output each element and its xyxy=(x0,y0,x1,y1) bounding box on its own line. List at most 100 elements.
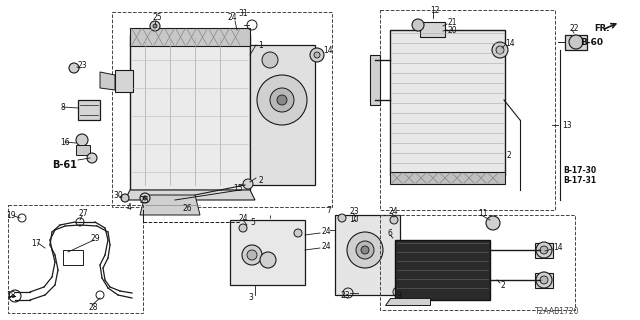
Text: 14: 14 xyxy=(323,45,333,54)
Text: B-61: B-61 xyxy=(52,160,77,170)
Text: FR.: FR. xyxy=(594,23,609,33)
Bar xyxy=(535,273,553,288)
Text: 2: 2 xyxy=(506,150,511,159)
Circle shape xyxy=(262,52,278,68)
Circle shape xyxy=(496,46,504,54)
Circle shape xyxy=(294,229,302,237)
Text: 24: 24 xyxy=(321,227,331,236)
Bar xyxy=(380,10,555,210)
Text: 23: 23 xyxy=(349,206,358,215)
Polygon shape xyxy=(140,195,200,215)
Bar xyxy=(112,12,332,207)
Circle shape xyxy=(536,272,552,288)
Text: 16: 16 xyxy=(60,138,70,147)
Text: 24: 24 xyxy=(321,242,331,251)
Text: 14: 14 xyxy=(505,38,515,47)
Bar xyxy=(370,55,380,105)
Text: 20: 20 xyxy=(447,26,456,35)
Text: 23: 23 xyxy=(340,291,349,300)
Text: B-17-31: B-17-31 xyxy=(563,175,596,185)
Polygon shape xyxy=(125,190,255,200)
Circle shape xyxy=(140,193,150,203)
Text: 30: 30 xyxy=(113,190,123,199)
Text: 24: 24 xyxy=(227,12,237,21)
Bar xyxy=(130,28,250,46)
Circle shape xyxy=(76,134,88,146)
Circle shape xyxy=(314,52,320,58)
Circle shape xyxy=(87,153,97,163)
Text: 14: 14 xyxy=(553,243,563,252)
Text: 22: 22 xyxy=(569,23,579,33)
Text: 13: 13 xyxy=(562,121,572,130)
Text: 24: 24 xyxy=(238,213,248,222)
Bar xyxy=(250,45,315,185)
Circle shape xyxy=(486,216,500,230)
Circle shape xyxy=(242,245,262,265)
Text: 26: 26 xyxy=(182,204,191,212)
Bar xyxy=(8,205,143,313)
Text: 6: 6 xyxy=(387,228,392,237)
Circle shape xyxy=(69,63,79,73)
Circle shape xyxy=(540,246,548,254)
Circle shape xyxy=(257,75,307,125)
Text: 2: 2 xyxy=(258,175,263,185)
Text: 11: 11 xyxy=(478,209,488,218)
Circle shape xyxy=(150,21,160,31)
Text: 21: 21 xyxy=(447,18,456,27)
Bar xyxy=(565,35,587,50)
Circle shape xyxy=(277,95,287,105)
Circle shape xyxy=(536,242,552,258)
Text: 8: 8 xyxy=(60,102,65,111)
Bar xyxy=(335,215,400,295)
Text: 19: 19 xyxy=(6,211,15,220)
Bar xyxy=(76,145,90,155)
Circle shape xyxy=(310,48,324,62)
Text: 25: 25 xyxy=(152,12,162,21)
Text: 18: 18 xyxy=(6,291,15,300)
Circle shape xyxy=(121,194,129,202)
Text: 31: 31 xyxy=(238,9,248,18)
Text: 3: 3 xyxy=(248,292,253,301)
Text: 29: 29 xyxy=(90,234,100,243)
Polygon shape xyxy=(100,72,115,90)
Text: T2AAB1720: T2AAB1720 xyxy=(535,308,579,316)
Text: B-17-30: B-17-30 xyxy=(563,165,596,174)
Bar xyxy=(130,35,250,190)
Bar xyxy=(535,243,553,258)
Text: 1: 1 xyxy=(258,41,263,50)
Text: 9: 9 xyxy=(396,291,401,300)
Bar xyxy=(78,100,100,120)
Bar xyxy=(395,240,490,300)
Text: 23: 23 xyxy=(77,60,86,69)
Circle shape xyxy=(390,216,398,224)
Bar xyxy=(115,70,133,92)
Circle shape xyxy=(361,246,369,254)
Circle shape xyxy=(143,196,147,200)
Circle shape xyxy=(247,250,257,260)
Circle shape xyxy=(356,241,374,259)
Text: 10: 10 xyxy=(349,214,358,223)
Circle shape xyxy=(243,179,253,189)
Circle shape xyxy=(270,88,294,112)
Bar xyxy=(390,30,505,175)
Circle shape xyxy=(412,19,424,31)
Circle shape xyxy=(540,276,548,284)
Bar xyxy=(420,22,445,37)
Text: 15: 15 xyxy=(233,183,243,193)
Circle shape xyxy=(239,224,247,232)
Text: 25: 25 xyxy=(139,196,148,204)
Text: 27: 27 xyxy=(78,209,88,218)
Text: B-60: B-60 xyxy=(580,37,603,46)
Bar xyxy=(390,172,505,184)
Circle shape xyxy=(347,232,383,268)
Text: 2: 2 xyxy=(500,281,505,290)
Bar xyxy=(380,215,575,310)
Circle shape xyxy=(153,24,157,28)
Text: 4: 4 xyxy=(127,203,132,212)
Text: 28: 28 xyxy=(88,302,97,311)
Text: 12: 12 xyxy=(430,5,440,14)
Text: 24: 24 xyxy=(388,206,397,215)
Bar xyxy=(230,220,305,285)
Circle shape xyxy=(492,42,508,58)
Text: 17: 17 xyxy=(31,238,40,247)
